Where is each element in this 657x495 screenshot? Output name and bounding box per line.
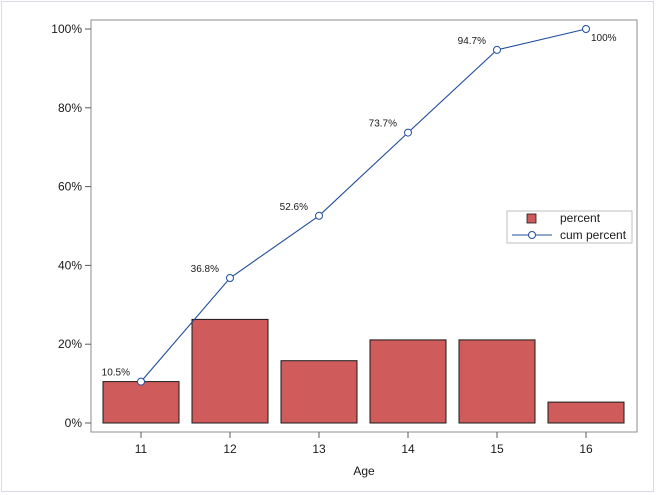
point-label: 100%: [591, 33, 617, 44]
bar-14: [369, 339, 447, 424]
y-tick-label: 80%: [58, 101, 82, 115]
x-tick-label: 14: [401, 442, 415, 456]
y-axis: 0% 20% 40% 60% 80% 100%: [51, 22, 91, 430]
bar-11: [102, 381, 180, 424]
x-tick-label: 11: [135, 442, 148, 456]
legend-label-cum-percent: cum percent: [560, 228, 627, 242]
cum-percent-marker: [226, 274, 234, 282]
bar-15: [458, 339, 536, 424]
cum-percent-marker: [582, 25, 590, 33]
x-axis-title: Age: [353, 464, 375, 478]
bar-13: [280, 360, 358, 424]
x-tick-label: 16: [579, 442, 593, 456]
legend: percent cum percent: [506, 210, 633, 244]
point-label: 73.7%: [369, 119, 397, 130]
cum-line-group: 10.5% 36.8% 52.6% 73.7% 94.7% 100%: [102, 25, 617, 386]
point-label: 52.6%: [280, 202, 308, 213]
legend-swatch-marker: [528, 231, 536, 239]
point-label: 10.5%: [102, 368, 130, 379]
point-label: 94.7%: [458, 36, 486, 47]
cum-percent-marker: [315, 211, 323, 220]
cum-percent-marker: [137, 377, 145, 386]
x-tick-label: 15: [490, 442, 504, 456]
cum-percent-marker: [493, 45, 501, 54]
legend-label-percent: percent: [560, 211, 601, 225]
cum-percent-line: [140, 28, 587, 382]
y-tick-label: 100%: [51, 22, 82, 36]
y-tick-label: 20%: [58, 337, 82, 351]
y-tick-label: 40%: [58, 258, 82, 272]
bar-16: [547, 401, 625, 424]
y-tick-label: 0%: [65, 416, 83, 430]
x-tick-label: 13: [312, 442, 326, 456]
point-label: 36.8%: [191, 264, 219, 275]
bars-group: [102, 318, 625, 424]
cum-percent-marker: [404, 128, 412, 137]
bar-12: [191, 318, 269, 424]
x-tick-label: 12: [223, 442, 237, 456]
y-tick-label: 60%: [58, 180, 82, 194]
x-axis: 11 12 13 14 15 16: [135, 432, 593, 456]
legend-swatch-percent: [526, 213, 537, 224]
